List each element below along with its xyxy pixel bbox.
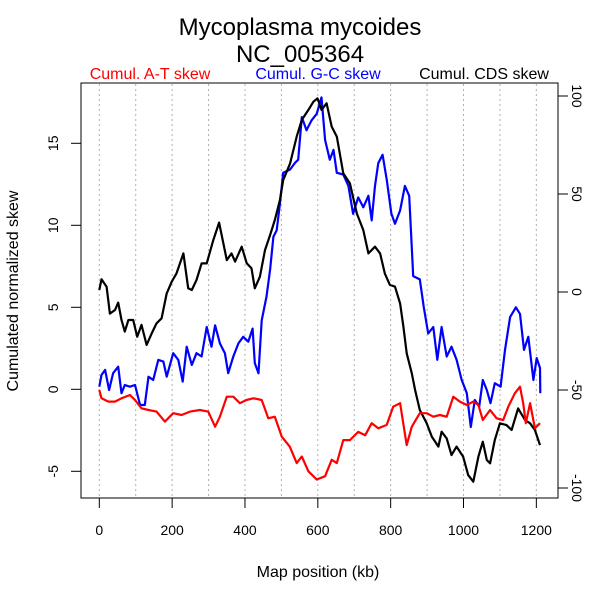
y2-tick-label: 50: [569, 186, 585, 202]
chart-subtitle: NC_005364: [236, 41, 364, 68]
x-tick-label: 600: [306, 522, 330, 538]
x-axis-label: Map position (kb): [257, 564, 380, 581]
x-tick-label: 0: [95, 522, 103, 538]
x-tick-label: 1200: [521, 522, 552, 538]
grid-lines: [98, 84, 537, 497]
x-tick-label: 400: [233, 522, 257, 538]
plot-frame: [80, 82, 559, 499]
x-tick-label: 800: [379, 522, 403, 538]
y-tick-label: 0: [45, 385, 61, 393]
y-axis-label: Cumulated normalized skew: [5, 190, 22, 391]
y-tick-label: 10: [45, 217, 61, 233]
chart-title: Mycoplasma mycoides: [179, 14, 422, 41]
series-line-0: [98, 385, 541, 481]
legend-gc-skew: Cumul. G-C skew: [255, 66, 381, 83]
y2-tick-label: 0: [569, 288, 585, 296]
axes: 0 200 400 600 800 1000 1200-5051015-100-500501…: [45, 84, 585, 538]
y2-tick-label: -100: [569, 474, 585, 502]
y-tick-label: 5: [45, 303, 61, 311]
series-line-2: [98, 97, 542, 483]
y-tick-label: -5: [45, 465, 61, 478]
x-tick-label: 200: [160, 522, 184, 538]
series-lines: [98, 96, 542, 483]
y-tick-label: 15: [45, 135, 61, 151]
x-tick-label: 1000: [448, 522, 479, 538]
series-line-1: [98, 96, 542, 429]
legend-cds-skew: Cumul. CDS skew: [419, 66, 549, 83]
y2-tick-label: 100: [569, 84, 585, 108]
y2-tick-label: -50: [569, 380, 585, 400]
legend-at-skew: Cumul. A-T skew: [90, 66, 211, 83]
